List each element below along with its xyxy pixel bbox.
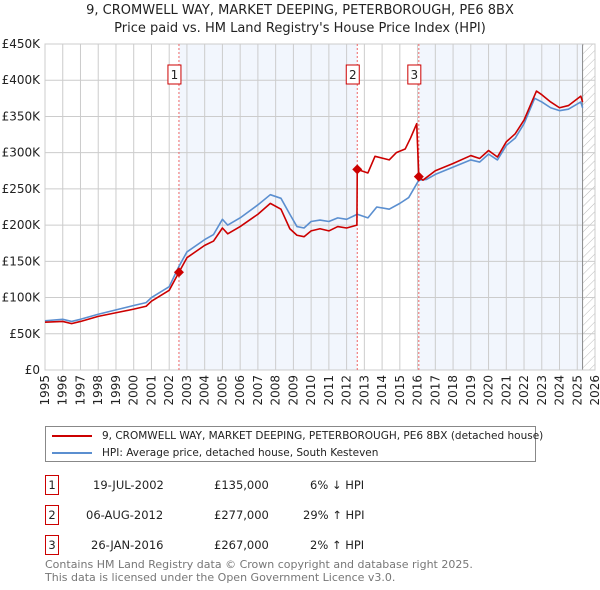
y-tick-label: £250K <box>2 182 42 196</box>
footer-licence: This data is licensed under the Open Gov… <box>45 571 396 584</box>
transaction-row: 3 26-JAN-2016 £267,000 2% ↑ HPI <box>45 535 545 555</box>
transaction-date: 19-JUL-2002 <box>93 478 164 492</box>
x-tick-label: 2011 <box>322 375 336 406</box>
transaction-hpi: 2% ↑ HPI <box>310 538 365 552</box>
x-tick-label: 1998 <box>91 375 105 406</box>
transaction-hpi: 6% ↓ HPI <box>310 478 365 492</box>
sale-label: 1 <box>171 68 179 82</box>
y-tick-label: £400K <box>2 73 42 87</box>
sale-label-box <box>167 64 182 85</box>
y-tick-label: £300K <box>2 146 42 160</box>
x-tick-label: 2007 <box>251 375 265 406</box>
legend-line-blue <box>52 452 92 454</box>
x-tick-label: 2019 <box>464 375 478 406</box>
chart-subtitle: Price paid vs. HM Land Registry's House … <box>114 21 486 36</box>
hpi-line <box>44 97 584 323</box>
sale-label-box <box>345 64 360 85</box>
footer-copyright: Contains HM Land Registry data © Crown c… <box>45 558 473 571</box>
transaction-badge: 2 <box>45 505 59 525</box>
transaction-badge: 1 <box>45 475 59 495</box>
x-tick-label: 2009 <box>286 375 300 406</box>
transaction-date: 06-AUG-2012 <box>86 508 164 522</box>
x-tick-label: 2008 <box>269 375 283 406</box>
x-tick-label: 2015 <box>393 375 407 406</box>
shaded-period <box>178 44 358 370</box>
x-tick-label: 2021 <box>499 375 513 406</box>
y-tick-label: £350K <box>2 109 42 123</box>
legend-label-property: 9, CROMWELL WAY, MARKET DEEPING, PETERBO… <box>102 430 544 442</box>
y-tick-label: £50K <box>9 327 41 341</box>
x-tick-label: 2017 <box>428 375 442 406</box>
x-tick-label: 2025 <box>570 375 584 406</box>
x-tick-label: 2023 <box>535 375 549 406</box>
forecast-hatch <box>582 44 595 370</box>
plot-border <box>44 43 596 371</box>
x-tick-label: 2020 <box>482 375 496 406</box>
legend-item-hpi: HPI: Average price, detached house, Sout… <box>52 445 378 461</box>
x-tick-label: 2022 <box>517 375 531 406</box>
transaction-date: 26-JAN-2016 <box>91 538 164 552</box>
shaded-period <box>418 44 583 370</box>
x-tick-label: 2000 <box>127 375 141 406</box>
sale-point <box>173 267 184 278</box>
sale-point <box>413 171 424 182</box>
y-tick-label: £0 <box>25 363 40 377</box>
price-chart: 1995 1996 1997 1998 1999 2000 2001 2002 2003 2004… <box>2 37 600 406</box>
legend-line-red <box>52 435 92 437</box>
y-tick-label: £100K <box>2 291 42 305</box>
x-tick-label: 2005 <box>215 375 229 406</box>
x-tick-label: 1995 <box>38 375 52 406</box>
legend-item-property: 9, CROMWELL WAY, MARKET DEEPING, PETERBO… <box>52 428 543 444</box>
x-tick-label: 2018 <box>446 375 460 406</box>
x-tick-label: 2002 <box>162 375 176 406</box>
x-tick-label: 2026 <box>588 375 600 406</box>
sale-label: 2 <box>349 68 357 82</box>
transaction-row: 2 06-AUG-2012 £277,000 29% ↑ HPI <box>45 505 545 525</box>
x-tick-label: 1999 <box>109 375 123 406</box>
x-tick-label: 2010 <box>304 375 318 406</box>
x-tick-label: 2014 <box>375 375 389 406</box>
sale-label-box <box>407 64 422 85</box>
transaction-row: 1 19-JUL-2002 £135,000 6% ↓ HPI <box>45 475 545 495</box>
transaction-hpi: 29% ↑ HPI <box>303 508 365 522</box>
property-price-line <box>44 90 584 325</box>
sale-point <box>352 164 363 175</box>
y-tick-label: £150K <box>2 254 42 268</box>
y-tick-label: £450K <box>2 37 42 51</box>
transaction-price: £135,000 <box>214 478 269 492</box>
x-tick-label: 2001 <box>144 375 158 406</box>
sale-label: 3 <box>411 68 419 82</box>
footer: Contains HM Land Registry data © Crown c… <box>45 558 473 584</box>
x-tick-label: 2016 <box>411 375 425 406</box>
legend: 9, CROMWELL WAY, MARKET DEEPING, PETERBO… <box>45 426 543 462</box>
x-tick-label: 1996 <box>56 375 70 406</box>
legend-label-hpi: HPI: Average price, detached house, Sout… <box>102 447 379 459</box>
transaction-price: £267,000 <box>214 538 269 552</box>
y-tick-label: £200K <box>2 218 42 232</box>
x-tick-label: 2024 <box>553 375 567 406</box>
chart-title: 9, CROMWELL WAY, MARKET DEEPING, PETERBO… <box>86 3 514 18</box>
x-tick-label: 2012 <box>340 375 354 406</box>
x-tick-label: 2003 <box>180 375 194 406</box>
transaction-badge: 3 <box>45 535 59 555</box>
x-tick-label: 2006 <box>233 375 247 406</box>
x-tick-label: 2004 <box>198 375 212 406</box>
x-tick-label: 1997 <box>73 375 87 406</box>
x-tick-label: 2013 <box>357 375 371 406</box>
transaction-price: £277,000 <box>214 508 269 522</box>
